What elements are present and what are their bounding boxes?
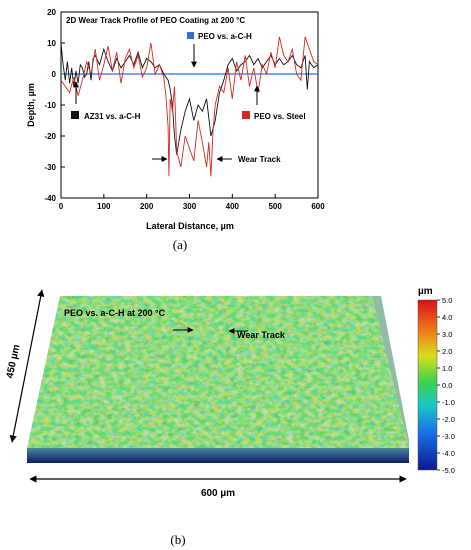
x-tick-label: 200 bbox=[140, 202, 154, 211]
colorbar-tick-label: -2.0 bbox=[442, 415, 455, 424]
x-tick-label: 400 bbox=[226, 202, 240, 211]
y-extent-label: 450 µm bbox=[5, 344, 23, 380]
x-tick-label: 0 bbox=[59, 202, 64, 211]
legend-swatch-peo-steel bbox=[242, 111, 250, 119]
y-tick-label: -30 bbox=[44, 163, 56, 172]
chart-title: 2D Wear Track Profile of PEO Coating at … bbox=[66, 16, 245, 25]
surface-title: PEO vs. a-C-H at 200 °C bbox=[64, 308, 166, 318]
legend-swatch-az31 bbox=[71, 111, 79, 119]
plot-frame bbox=[60, 11, 319, 199]
colorbar-tick-label: -4.0 bbox=[442, 449, 455, 458]
x-axis-label: Lateral Distance, µm bbox=[146, 221, 234, 231]
y-tick-label: 10 bbox=[47, 39, 56, 48]
surface-map-panel-b: PEO vs. a-C-H at 200 °C Wear Track 450 µ… bbox=[5, 286, 455, 499]
line-chart-panel-a: 2D Wear Track Profile of PEO Coating at … bbox=[26, 8, 325, 231]
x-extent-label: 600 µm bbox=[201, 488, 235, 499]
colorbar-tick-label: -5.0 bbox=[442, 466, 455, 475]
wear-track-label: Wear Track bbox=[238, 155, 281, 164]
legend-label-peo-steel: PEO vs. Steel bbox=[254, 112, 306, 121]
legend-swatch-peo-ach bbox=[187, 32, 194, 39]
x-tick-label: 100 bbox=[97, 202, 111, 211]
colorbar-tick-label: -1.0 bbox=[442, 398, 455, 407]
colorbar-tick-label: 0.0 bbox=[442, 381, 452, 390]
y-tick-label: 20 bbox=[47, 8, 56, 17]
legend-az31: AZ31 vs. a-C-H bbox=[71, 81, 141, 121]
y-tick-label: -10 bbox=[44, 101, 56, 110]
y-tick-label: 0 bbox=[52, 70, 57, 79]
legend-peo-steel: PEO vs. Steel bbox=[242, 85, 306, 121]
colorbar-tick-label: 3.0 bbox=[442, 330, 452, 339]
colorbar bbox=[417, 299, 438, 471]
colorbar-unit: µm bbox=[418, 286, 433, 297]
panel-a-label: (a) bbox=[173, 237, 187, 252]
wear-track-annotation: Wear Track bbox=[152, 155, 281, 164]
surface-texture bbox=[27, 296, 409, 448]
colorbar-tick-label: 4.0 bbox=[442, 313, 452, 322]
y-axis: 20 10 0 -10 -20 -30 -40 bbox=[44, 8, 65, 203]
y-extent-arrow bbox=[9, 289, 45, 443]
series-group bbox=[60, 36, 319, 177]
x-axis: 0 100 200 300 400 500 600 bbox=[59, 194, 325, 211]
series-line-peo-vs-steel bbox=[60, 36, 319, 177]
y-tick-label: -20 bbox=[44, 132, 56, 141]
x-tick-label: 600 bbox=[311, 202, 325, 211]
colorbar-tick-label: 2.0 bbox=[442, 347, 452, 356]
colorbar-tick-label: 5.0 bbox=[442, 296, 452, 305]
legend-label-az31: AZ31 vs. a-C-H bbox=[84, 112, 141, 121]
colorbar-ticks: 5.0 4.0 3.0 2.0 1.0 0.0 -1.0 -2.0 -3.0 -4.0 -5.0 bbox=[437, 296, 455, 475]
surface-front-edge bbox=[27, 448, 409, 463]
x-tick-label: 300 bbox=[183, 202, 197, 211]
legend-label-peo-ach: PEO vs. a-C-H bbox=[198, 32, 252, 41]
colorbar-tick-label: -3.0 bbox=[442, 432, 455, 441]
y-axis-label: Depth, µm bbox=[26, 83, 36, 127]
series-line-az31-vs-a-c-h bbox=[60, 42, 319, 155]
x-tick-label: 500 bbox=[268, 202, 282, 211]
legend-peo-ach: PEO vs. a-C-H bbox=[187, 32, 252, 68]
surface-wear-track-label: Wear Track bbox=[237, 330, 286, 340]
colorbar-tick-label: 1.0 bbox=[442, 364, 452, 373]
panel-b-label: (b) bbox=[170, 532, 185, 547]
y-tick-label: -40 bbox=[44, 194, 56, 203]
